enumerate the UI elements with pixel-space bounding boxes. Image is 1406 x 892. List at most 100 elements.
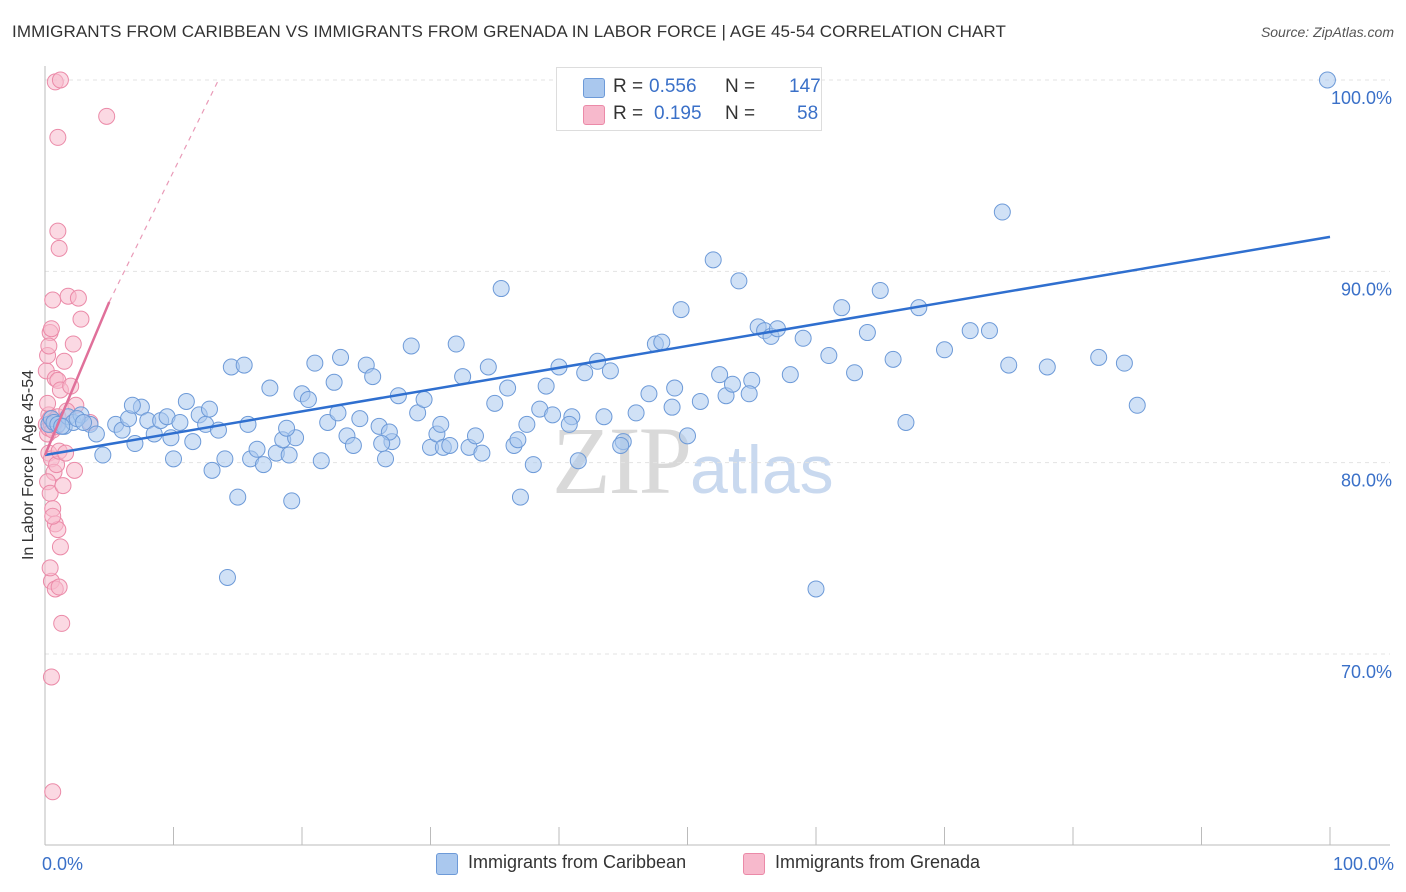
grenada-point: [53, 614, 71, 632]
caribbean-point: [373, 435, 391, 453]
caribbean-point: [672, 301, 690, 319]
caribbean-point: [235, 356, 253, 374]
caribbean-point: [1090, 348, 1108, 366]
caribbean-point: [569, 452, 587, 470]
caribbean-point: [325, 373, 343, 391]
caribbean-point: [601, 362, 619, 380]
grenada-point: [54, 477, 72, 495]
caribbean-point: [351, 410, 369, 428]
y-tick-label: 70.0%: [1341, 662, 1392, 682]
caribbean-point: [653, 333, 671, 351]
caribbean-point: [871, 281, 889, 299]
caribbean-point: [1318, 71, 1336, 89]
caribbean-point: [576, 364, 594, 382]
caribbean-point: [993, 203, 1011, 221]
chart-title: IMMIGRANTS FROM CARIBBEAN VS IMMIGRANTS …: [12, 22, 1006, 41]
x-tick-label-max: 100.0%: [1333, 854, 1394, 874]
caribbean-point: [299, 391, 317, 409]
correlation-legend: R = 0.556 N = 147 R = 0.195 N = 58: [556, 67, 822, 131]
caribbean-point: [518, 415, 536, 433]
caribbean-point: [666, 379, 684, 397]
x-tick-label-min: 0.0%: [42, 854, 83, 874]
grenada-point: [49, 222, 67, 240]
caribbean-point: [123, 396, 141, 414]
caribbean-point: [261, 379, 279, 397]
tick-labels: 70.0% 80.0% 90.0% 100.0% 0.0% 100.0%: [42, 88, 1394, 874]
caribbean-point: [306, 354, 324, 372]
grenada-point: [51, 71, 69, 89]
caribbean-point: [1038, 358, 1056, 376]
caribbean-point: [730, 272, 748, 290]
grenada-point: [42, 320, 60, 338]
caribbean-point: [492, 280, 510, 298]
caribbean-point: [332, 348, 350, 366]
grenada-point: [44, 507, 62, 525]
grenada-point: [42, 668, 60, 686]
caribbean-point: [627, 404, 645, 422]
caribbean-point: [473, 444, 491, 462]
caribbean-point: [640, 385, 658, 403]
grenada-trend-line: [43, 301, 111, 456]
caribbean-point: [595, 408, 613, 426]
grenada-n-label: N =: [725, 103, 756, 124]
grenada-trend-extension: [108, 79, 220, 303]
grenada-point: [64, 335, 82, 353]
caribbean-points: [40, 71, 1336, 598]
caribbean-point: [961, 322, 979, 340]
caribbean-point: [884, 350, 902, 368]
source-credit: Source: ZipAtlas.com: [1260, 24, 1394, 40]
grenada-point: [98, 107, 116, 125]
caribbean-point: [740, 385, 758, 403]
grenada-point: [49, 128, 67, 146]
caribbean-point: [94, 446, 112, 464]
caribbean-n-label: N =: [725, 76, 756, 97]
caribbean-n-value: 147: [789, 76, 821, 97]
caribbean-point: [691, 392, 709, 410]
watermark-atlas: atlas: [690, 432, 834, 508]
caribbean-point: [184, 433, 202, 451]
grenada-point: [50, 239, 68, 257]
caribbean-point: [612, 436, 630, 454]
caribbean-point: [402, 337, 420, 355]
caribbean-point: [364, 368, 382, 386]
caribbean-point: [499, 379, 517, 397]
caribbean-point: [87, 425, 105, 443]
caribbean-point: [377, 450, 395, 468]
caribbean-point: [216, 450, 234, 468]
grenada-swatch: [583, 105, 605, 125]
caribbean-point: [1128, 396, 1146, 414]
caribbean-point: [723, 375, 741, 393]
caribbean-point: [441, 436, 459, 454]
caribbean-point: [820, 347, 838, 365]
caribbean-point: [447, 335, 465, 353]
y-tick-label: 80.0%: [1341, 471, 1392, 491]
caribbean-point: [524, 456, 542, 474]
caribbean-point: [544, 406, 562, 424]
caribbean-point: [807, 580, 825, 598]
caribbean-point: [794, 329, 812, 347]
bottom-caribbean-swatch: [436, 853, 458, 875]
caribbean-point: [165, 450, 182, 468]
caribbean-point: [509, 431, 527, 449]
caribbean-point: [511, 488, 529, 506]
caribbean-point: [479, 358, 497, 376]
y-axis-label: In Labor Force | Age 45-54: [20, 369, 37, 561]
bottom-caribbean-label: Immigrants from Caribbean: [468, 852, 687, 872]
caribbean-point: [781, 366, 799, 384]
caribbean-point: [663, 398, 681, 416]
grenada-point: [40, 337, 58, 355]
grenada-n-value: 58: [797, 103, 819, 124]
caribbean-point: [1115, 354, 1133, 372]
grenada-point: [55, 352, 73, 370]
caribbean-point: [936, 341, 953, 359]
caribbean-point: [1000, 356, 1018, 374]
grenada-point: [72, 310, 90, 328]
trend-lines: [43, 79, 1331, 457]
caribbean-point: [486, 394, 504, 412]
caribbean-point: [203, 461, 221, 479]
grenada-point: [39, 394, 57, 412]
caribbean-point: [177, 392, 195, 410]
y-tick-label: 90.0%: [1341, 279, 1392, 299]
caribbean-trend-line: [44, 235, 1331, 457]
